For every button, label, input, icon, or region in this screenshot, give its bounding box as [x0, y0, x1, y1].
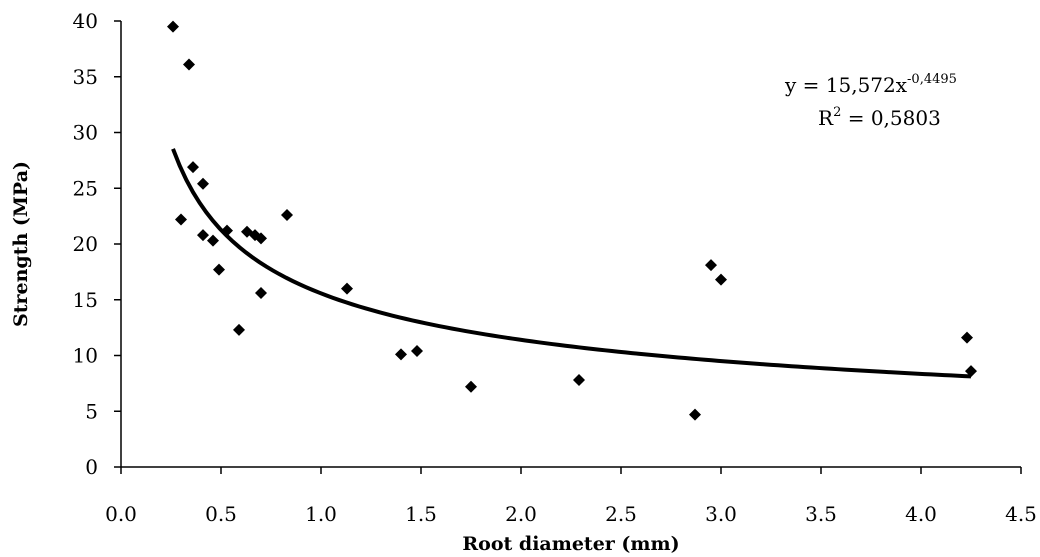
x-axis-title: Root diameter (mm) — [462, 533, 679, 555]
trendline-equation: y = 15,572x-0,4495 — [784, 72, 957, 97]
data-point — [167, 20, 179, 33]
x-tick-label: 1.5 — [405, 502, 437, 526]
y-tick-label: 0 — [85, 455, 98, 479]
data-point — [221, 224, 233, 237]
data-point — [183, 58, 195, 71]
data-point — [965, 365, 977, 378]
trendline-r-squared: R2 = 0,5803 — [818, 105, 941, 130]
x-tick-label: 3.0 — [705, 502, 737, 526]
x-tick-label: 0.0 — [105, 502, 137, 526]
y-tick-label: 10 — [73, 344, 98, 368]
x-tick-label: 0.5 — [205, 502, 237, 526]
data-point — [705, 259, 717, 272]
x-tick-label: 4.5 — [1005, 502, 1037, 526]
power-trendline — [171, 148, 972, 379]
y-tick-label: 5 — [85, 399, 98, 423]
data-point — [281, 209, 293, 222]
data-point — [961, 331, 973, 344]
data-point — [255, 287, 267, 300]
equation-main: y = 15,572x — [784, 73, 908, 97]
y-tick-label: 30 — [73, 121, 98, 145]
equation-exponent: -0,4495 — [907, 72, 957, 87]
y-axis-title: Strength (MPa) — [10, 161, 32, 327]
x-tick-label: 1.0 — [305, 502, 337, 526]
r2-value: = 0,5803 — [841, 106, 940, 130]
data-point — [411, 345, 423, 358]
data-point — [341, 282, 353, 295]
x-tick-label: 2.0 — [505, 502, 537, 526]
data-point — [573, 374, 585, 387]
r2-letter: R — [818, 106, 834, 130]
data-point — [465, 380, 477, 393]
data-point — [213, 263, 225, 276]
data-point — [233, 323, 245, 336]
y-axis-ticks: 0 5 10 15 20 25 30 35 40 — [73, 9, 121, 479]
data-points — [167, 20, 977, 421]
data-point — [175, 213, 187, 226]
data-point — [207, 234, 219, 247]
y-tick-label: 40 — [73, 9, 98, 33]
x-tick-label: 3.5 — [805, 502, 837, 526]
data-point — [689, 408, 701, 421]
x-tick-label: 4.0 — [905, 502, 937, 526]
data-point — [197, 177, 209, 190]
y-tick-label: 20 — [73, 232, 98, 256]
data-point — [715, 273, 727, 286]
r2-superscript: 2 — [833, 105, 841, 120]
y-tick-label: 25 — [73, 176, 98, 200]
x-axis-ticks: 0.0 0.5 1.0 1.5 2.0 2.5 3.0 3.5 4.0 4.5 — [105, 467, 1037, 526]
data-point — [395, 348, 407, 361]
data-point — [197, 229, 209, 242]
x-tick-label: 2.5 — [605, 502, 637, 526]
y-tick-label: 15 — [73, 288, 98, 312]
y-tick-label: 35 — [73, 65, 98, 89]
data-point — [187, 161, 199, 174]
data-point — [255, 232, 267, 245]
